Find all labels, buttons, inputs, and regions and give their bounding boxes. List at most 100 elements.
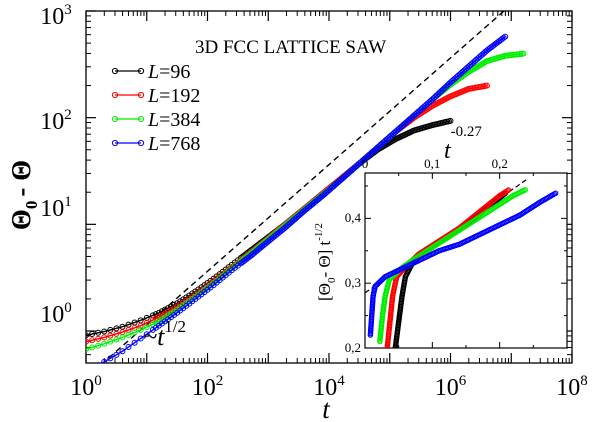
data-point bbox=[107, 326, 114, 333]
x-tick-label-2: 102 bbox=[192, 373, 224, 401]
svg-text:L=96: L=96 bbox=[147, 61, 190, 83]
inset-chart: 0 0,1 0,2 0,2 0,3 0,4 [Θ0- Θ] t-1/2 bbox=[313, 156, 568, 355]
data-point bbox=[89, 344, 96, 351]
data-point bbox=[161, 314, 168, 321]
x-tick-label-6: 106 bbox=[435, 373, 467, 401]
data-point bbox=[101, 328, 108, 335]
data-point bbox=[143, 331, 150, 338]
data-point bbox=[168, 303, 175, 310]
inset-y-tick-labels: 0,2 0,3 0,4 bbox=[345, 210, 362, 355]
series-line-L768 bbox=[100, 36, 506, 363]
x-tick-label-0: 100 bbox=[70, 373, 102, 401]
inset-x-tick-2: 0,2 bbox=[492, 156, 508, 171]
y-tick-label-2: 102 bbox=[40, 107, 72, 135]
svg-text:L=768: L=768 bbox=[147, 133, 200, 155]
main-series-group bbox=[84, 33, 527, 374]
data-point bbox=[171, 308, 178, 315]
data-point bbox=[125, 331, 132, 338]
data-point bbox=[171, 301, 178, 308]
data-point bbox=[520, 50, 527, 57]
data-point bbox=[89, 337, 96, 344]
slope-half-reference-line bbox=[101, 11, 506, 363]
inset-y-tick-1: 0,3 bbox=[345, 275, 361, 290]
y-tick-label-1: 101 bbox=[40, 194, 72, 222]
data-point bbox=[149, 321, 156, 328]
data-point bbox=[483, 82, 490, 89]
data-point bbox=[86, 332, 89, 339]
data-point bbox=[113, 325, 120, 332]
y-tick-label-3: 103 bbox=[40, 2, 72, 30]
data-point bbox=[131, 339, 138, 346]
data-point bbox=[95, 335, 102, 342]
inset-y-tick-0: 0,2 bbox=[345, 340, 361, 355]
data-point bbox=[168, 310, 175, 317]
data-point bbox=[101, 358, 108, 363]
data-point bbox=[119, 334, 126, 341]
legend-entry-L192: L=192 bbox=[111, 85, 200, 107]
inset-frame bbox=[364, 172, 568, 349]
data-point bbox=[95, 329, 102, 336]
inset-series-group bbox=[367, 187, 559, 348]
slope-half-annotation: ~t1/2 bbox=[143, 317, 186, 351]
data-point bbox=[168, 307, 175, 314]
x-tick-label-8: 108 bbox=[556, 373, 588, 401]
main-axis-ticks bbox=[85, 10, 573, 363]
main-y-tick-labels: 100 101 102 103 bbox=[40, 2, 72, 328]
inset-data-point bbox=[552, 190, 559, 196]
data-point bbox=[137, 326, 144, 333]
data-point bbox=[84, 369, 89, 374]
data-point bbox=[113, 351, 120, 358]
data-point bbox=[125, 344, 132, 350]
data-point bbox=[165, 305, 172, 312]
data-point bbox=[171, 305, 178, 312]
data-point bbox=[165, 308, 172, 315]
data-point bbox=[143, 319, 150, 326]
exponent-annotation: t-0.27 bbox=[444, 124, 482, 164]
y-axis-label: Θ0- Θ bbox=[6, 160, 41, 230]
data-point bbox=[101, 340, 108, 347]
inset-x-tick-0: 0 bbox=[362, 156, 369, 171]
data-point bbox=[90, 366, 95, 371]
data-point bbox=[447, 117, 454, 124]
legend: L=96 L=192 L=384 L=768 bbox=[111, 61, 200, 155]
data-point bbox=[500, 34, 507, 41]
data-point bbox=[152, 311, 159, 318]
inset-data-point bbox=[505, 187, 512, 193]
data-point bbox=[101, 334, 108, 341]
data-point bbox=[502, 33, 509, 40]
data-point bbox=[96, 362, 101, 363]
data-point bbox=[95, 342, 102, 349]
data-point bbox=[143, 324, 150, 331]
y-tick-label-0: 100 bbox=[40, 300, 72, 328]
data-point bbox=[86, 346, 89, 353]
inset-y-tick-2: 0,4 bbox=[345, 210, 362, 225]
inset-y-axis-label: [Θ0- Θ] t-1/2 bbox=[313, 223, 338, 301]
data-point bbox=[165, 312, 172, 319]
svg-text:L=192: L=192 bbox=[147, 85, 200, 107]
inset-axis-ticks bbox=[364, 173, 567, 349]
x-tick-label-4: 104 bbox=[313, 373, 345, 401]
data-point bbox=[89, 331, 96, 338]
data-point bbox=[113, 330, 120, 337]
inset-x-tick-labels: 0 0,1 0,2 bbox=[362, 156, 508, 171]
inset-series bbox=[367, 190, 559, 338]
data-point bbox=[158, 316, 165, 323]
data-point bbox=[107, 355, 114, 362]
legend-entry-L96: L=96 bbox=[111, 61, 190, 83]
legend-entry-L384: L=384 bbox=[111, 109, 200, 131]
main-x-tick-labels: 100 102 104 106 108 bbox=[70, 373, 588, 401]
data-point bbox=[107, 332, 114, 339]
data-point bbox=[137, 335, 144, 342]
svg-text:L=384: L=384 bbox=[147, 109, 200, 131]
data-point bbox=[107, 338, 114, 345]
data-point bbox=[137, 322, 144, 329]
data-point bbox=[131, 329, 138, 336]
data-point bbox=[161, 310, 168, 317]
inset-x-tick-1: 0,1 bbox=[424, 156, 440, 171]
data-point bbox=[86, 338, 89, 345]
inset-data-point bbox=[522, 187, 529, 193]
data-point bbox=[113, 336, 120, 343]
x-axis-label: t bbox=[322, 394, 331, 422]
data-point bbox=[119, 348, 126, 355]
